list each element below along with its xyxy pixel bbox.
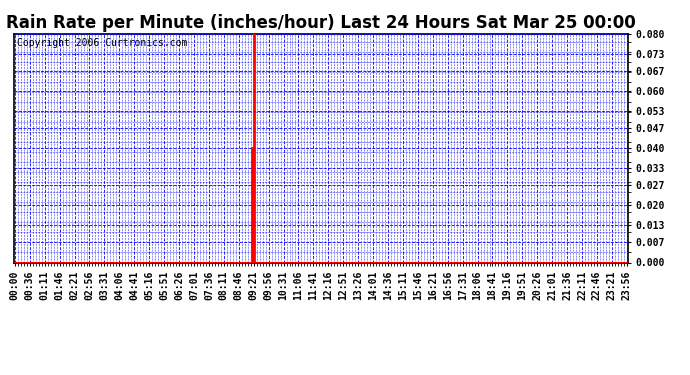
Title: Rain Rate per Minute (inches/hour) Last 24 Hours Sat Mar 25 00:00: Rain Rate per Minute (inches/hour) Last … [6,14,635,32]
Text: Copyright 2006 Curtronics.com: Copyright 2006 Curtronics.com [17,38,187,48]
